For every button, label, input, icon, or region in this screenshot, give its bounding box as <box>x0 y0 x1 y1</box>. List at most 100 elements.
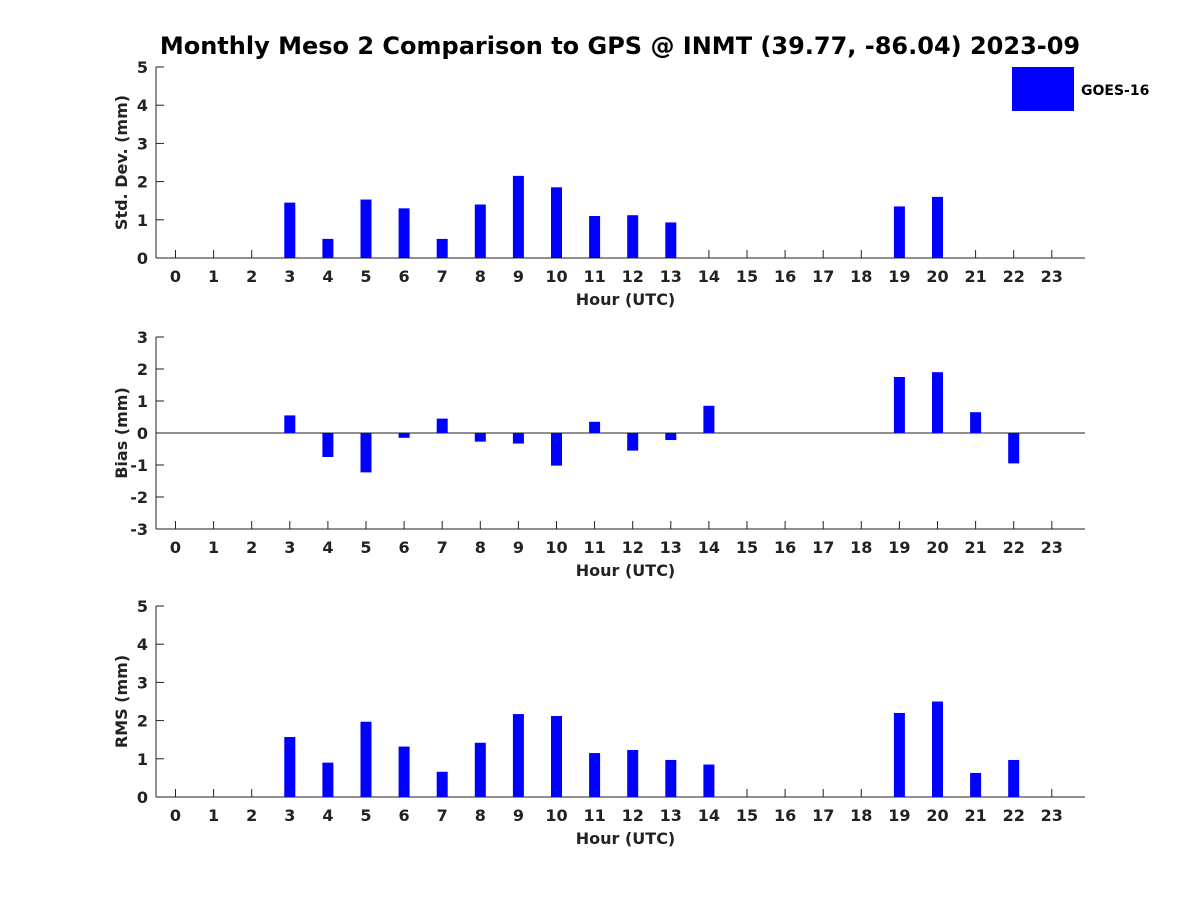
y-axis-label: Bias (mm) <box>112 387 131 479</box>
x-axis-label: Hour (UTC) <box>576 829 676 848</box>
y-tick-label: 2 <box>137 360 148 379</box>
x-tick-label: 11 <box>583 267 605 286</box>
y-tick-label: 3 <box>137 134 148 153</box>
x-tick-label: 1 <box>208 538 219 557</box>
bar <box>322 433 334 457</box>
bar <box>436 238 448 258</box>
x-tick-label: 21 <box>964 538 986 557</box>
x-tick-label: 12 <box>622 538 644 557</box>
x-tick-label: 6 <box>399 267 410 286</box>
y-tick-label: 1 <box>137 392 148 411</box>
bar <box>284 202 296 258</box>
x-tick-label: 20 <box>926 538 948 557</box>
x-tick-label: 9 <box>513 806 524 825</box>
x-tick-label: 2 <box>246 538 257 557</box>
x-tick-label: 22 <box>1003 267 1025 286</box>
x-tick-label: 8 <box>475 267 486 286</box>
x-tick-label: 13 <box>660 806 682 825</box>
x-tick-label: 6 <box>399 806 410 825</box>
x-tick-label: 7 <box>437 267 448 286</box>
x-tick-label: 10 <box>545 267 567 286</box>
chart-title: Monthly Meso 2 Comparison to GPS @ INMT … <box>160 32 1080 60</box>
bar <box>512 433 524 444</box>
bar <box>551 433 562 466</box>
bar <box>360 433 372 473</box>
bar <box>893 206 905 258</box>
x-tick-label: 9 <box>513 538 524 557</box>
x-tick-label: 8 <box>475 806 486 825</box>
x-tick-label: 19 <box>888 538 910 557</box>
x-tick-label: 16 <box>774 538 796 557</box>
bar <box>893 377 905 433</box>
bar <box>970 772 982 797</box>
bar <box>627 433 639 451</box>
y-tick-label: -2 <box>130 488 148 507</box>
y-tick-label: 1 <box>137 750 148 769</box>
bar <box>551 187 562 258</box>
x-tick-label: 13 <box>660 538 682 557</box>
y-tick-label: 1 <box>137 211 148 230</box>
bar <box>512 175 524 258</box>
bar <box>665 222 677 258</box>
x-tick-label: 16 <box>774 806 796 825</box>
x-tick-label: 19 <box>888 806 910 825</box>
x-tick-label: 21 <box>964 267 986 286</box>
y-tick-label: 3 <box>137 673 148 692</box>
x-tick-label: 5 <box>360 538 371 557</box>
bar <box>589 753 601 797</box>
bar <box>551 716 562 797</box>
x-tick-label: 5 <box>360 806 371 825</box>
x-tick-label: 6 <box>399 538 410 557</box>
x-tick-label: 10 <box>545 538 567 557</box>
bar <box>627 750 639 797</box>
bar <box>1008 759 1020 797</box>
x-tick-label: 11 <box>583 538 605 557</box>
x-tick-label: 18 <box>850 267 872 286</box>
bar <box>932 196 943 258</box>
x-tick-label: 1 <box>208 806 219 825</box>
legend-label: GOES-16 <box>1081 83 1149 99</box>
y-tick-label: 4 <box>137 635 148 654</box>
x-axis-label: Hour (UTC) <box>576 290 676 309</box>
x-tick-label: 3 <box>284 267 295 286</box>
x-tick-label: 9 <box>513 267 524 286</box>
x-tick-label: 0 <box>170 806 181 825</box>
x-tick-label: 8 <box>475 538 486 557</box>
x-tick-label: 21 <box>964 806 986 825</box>
x-tick-label: 11 <box>583 806 605 825</box>
bar <box>474 204 486 258</box>
x-tick-label: 0 <box>170 267 181 286</box>
x-tick-label: 15 <box>736 538 758 557</box>
x-tick-label: 16 <box>774 267 796 286</box>
x-tick-label: 14 <box>698 538 720 557</box>
x-tick-label: 23 <box>1041 806 1063 825</box>
bar <box>474 742 486 797</box>
y-axis-label: Std. Dev. (mm) <box>112 95 131 230</box>
bar <box>589 421 601 433</box>
x-tick-label: 18 <box>850 806 872 825</box>
y-tick-label: 5 <box>137 58 148 77</box>
y-tick-label: 2 <box>137 173 148 192</box>
bar <box>932 701 943 797</box>
x-tick-label: 23 <box>1041 538 1063 557</box>
x-tick-label: 2 <box>246 267 257 286</box>
bar <box>703 764 715 797</box>
x-tick-label: 23 <box>1041 267 1063 286</box>
y-tick-label: 0 <box>137 424 148 443</box>
y-tick-label: 2 <box>137 712 148 731</box>
y-tick-label: 0 <box>137 788 148 807</box>
bar <box>1008 433 1020 464</box>
bar <box>893 712 905 797</box>
bar <box>322 762 334 797</box>
x-tick-label: 7 <box>437 538 448 557</box>
x-tick-label: 15 <box>736 267 758 286</box>
x-tick-label: 12 <box>622 806 644 825</box>
x-tick-label: 20 <box>926 267 948 286</box>
x-tick-label: 2 <box>246 806 257 825</box>
bar <box>284 737 296 797</box>
x-tick-label: 4 <box>322 538 333 557</box>
